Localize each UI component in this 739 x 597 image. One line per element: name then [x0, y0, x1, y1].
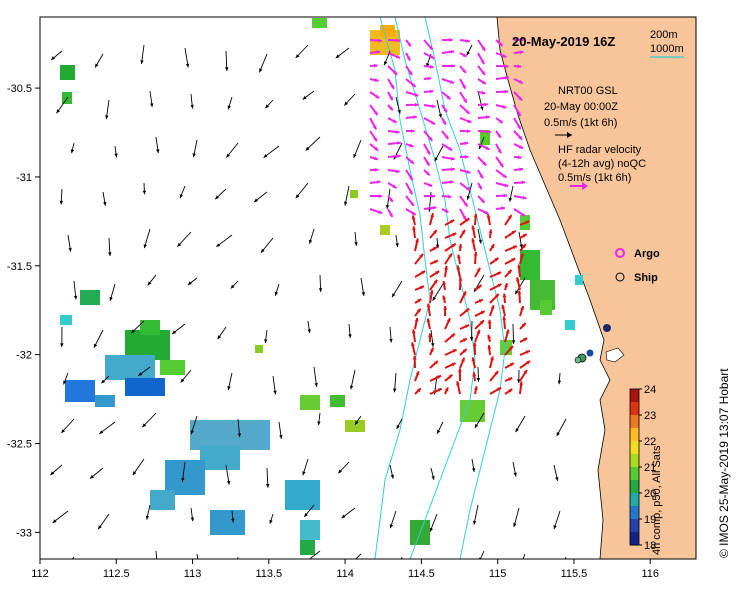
colorbar-segment — [630, 389, 639, 403]
y-axis: -30.5 -31 -31.5 -32 -32.5 -33 — [7, 83, 40, 539]
model-legend-line1: NRT00 GSL — [558, 85, 618, 97]
model-arrow-head — [347, 563, 351, 567]
model-arrow-head — [67, 562, 71, 566]
colorbar-segment — [630, 519, 639, 533]
map-title: 20-May-2019 16Z — [512, 34, 615, 49]
colorbar-segment — [630, 467, 639, 481]
model-arrow-head — [521, 560, 524, 564]
radar-legend-line2: (4-12h avg) noQC — [558, 158, 646, 170]
x-tick-label: 112.5 — [103, 568, 130, 580]
model-arrow-head — [438, 572, 441, 576]
x-axis: 112 112.5 113 113.5 114 114.5 115 115.5 116 — [31, 559, 659, 580]
x-tick-label: 113 — [184, 568, 202, 580]
radar-legend-line3: 0.5m/s (1kt 6h) — [558, 172, 631, 184]
x-tick-label: 114 — [336, 568, 354, 580]
model-arrow-head — [156, 565, 160, 569]
y-tick-label: -32.5 — [7, 438, 32, 450]
model-arrow-head — [396, 570, 399, 574]
radar-legend-line1: HF radar velocity — [558, 144, 642, 156]
colorbar-segment — [630, 441, 639, 455]
colorbar-segment — [630, 480, 639, 494]
x-tick-label: 115 — [489, 568, 507, 580]
x-tick-label: 113.5 — [255, 568, 282, 580]
colorbar-tick-label: 23 — [644, 410, 656, 422]
bathy-legend-line2: 1000m — [650, 43, 684, 55]
colorbar-segment — [630, 454, 639, 468]
x-tick-label: 116 — [641, 568, 659, 580]
model-arrow — [439, 560, 443, 576]
y-tick-label: -31.5 — [7, 261, 32, 273]
bathy-legend-line1: 200m — [650, 29, 678, 41]
model-arrow — [234, 557, 238, 576]
model-arrow — [396, 557, 402, 574]
y-tick-label: -33 — [16, 527, 32, 539]
credit-text: © IMOS 25-May-2019 13:07 Hobart — [717, 368, 731, 558]
model-arrow-head — [233, 572, 236, 576]
colorbar-title: 4h comp, p50, All Sats — [651, 445, 663, 555]
colorbar-segment — [630, 402, 639, 416]
model-legend-line2: 20-May 00:00Z — [544, 101, 618, 113]
x-tick-label: 112 — [31, 568, 49, 580]
mooring-marker-b — [587, 350, 594, 357]
colorbar-tick-label: 24 — [644, 384, 656, 396]
argo-label: Argo — [634, 248, 660, 260]
mooring-marker — [603, 324, 611, 332]
colorbar-segment — [630, 506, 639, 520]
x-tick-label: 114.5 — [408, 568, 435, 580]
colorbar-segment — [630, 428, 639, 442]
x-tick-label: 115.5 — [561, 568, 588, 580]
y-tick-label: -32 — [16, 350, 32, 362]
ship-position-b — [575, 357, 581, 363]
y-tick-label: -30.5 — [7, 83, 32, 95]
y-tick-label: -31 — [16, 172, 32, 184]
ship-label: Ship — [634, 272, 658, 284]
colorbar-segment — [630, 532, 639, 546]
colorbar-segment — [630, 493, 639, 507]
colorbar-segment — [630, 415, 639, 429]
model-arrow-head — [305, 559, 309, 563]
model-legend-line3: 0.5m/s (1kt 6h) — [544, 117, 617, 129]
